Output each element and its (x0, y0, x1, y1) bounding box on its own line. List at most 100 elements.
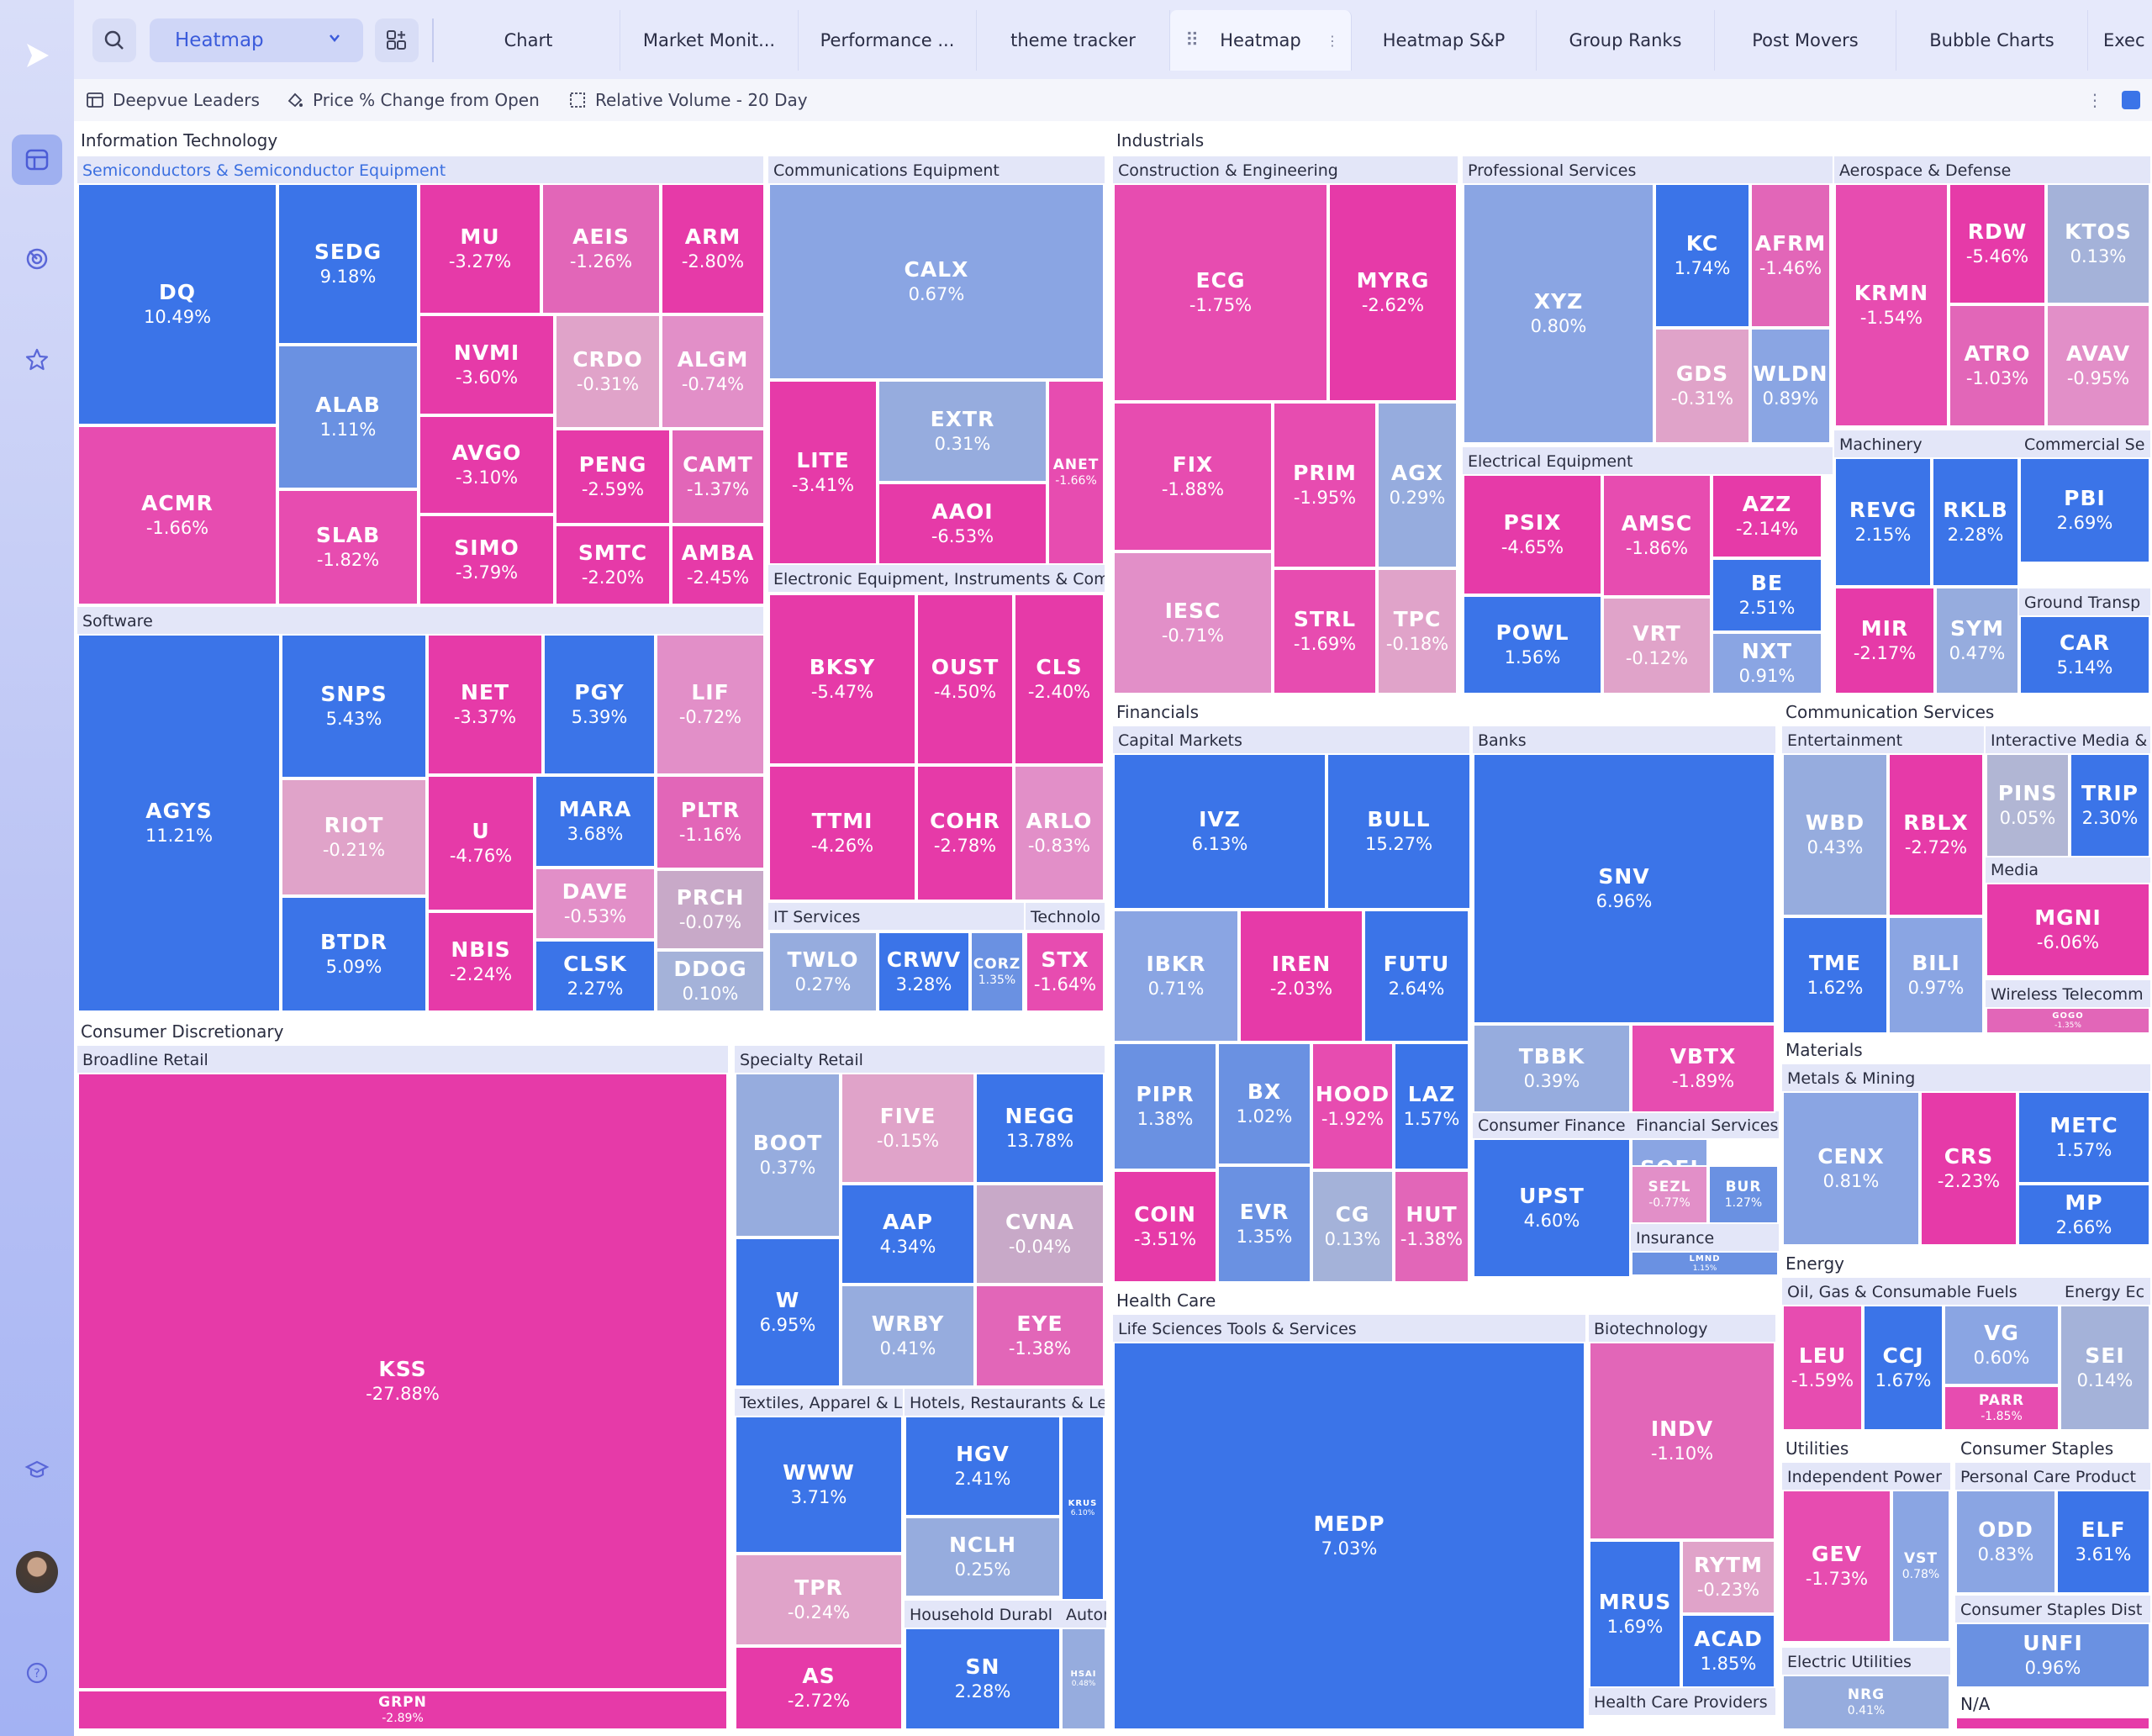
group-header-electrical-equipment[interactable]: Electrical Equipment (1463, 447, 1833, 474)
tile-krmn[interactable]: KRMN -1.54% (1834, 183, 1949, 427)
tile-gogo[interactable]: GOGO -1.35% (1986, 1007, 2150, 1034)
tile-sei[interactable]: SEI 0.14% (2060, 1305, 2150, 1431)
help-icon[interactable]: ? (12, 1648, 62, 1698)
group-header-consumer-finance[interactable]: Consumer Finance (1473, 1111, 1631, 1138)
tile-stx[interactable]: STX -1.64% (1026, 931, 1105, 1012)
tile-oust[interactable]: OUST -4.50% (916, 594, 1014, 765)
tile-extr[interactable]: EXTR 0.31% (878, 380, 1047, 483)
tile-riot[interactable]: RIOT -0.21% (281, 778, 427, 896)
tile-snps[interactable]: SNPS 5.43% (281, 634, 427, 778)
tab-post-movers[interactable]: Post Movers (1715, 10, 1896, 71)
tile-hgv[interactable]: HGV 2.41% (905, 1416, 1061, 1517)
tile-ecg[interactable]: ECG -1.75% (1113, 183, 1328, 402)
tile-w[interactable]: W 6.95% (735, 1237, 841, 1387)
tile-kss[interactable]: KSS -27.88% (77, 1073, 728, 1690)
tab-market-monitor[interactable]: Market Monit... (620, 10, 799, 71)
tile-sn[interactable]: SN 2.28% (905, 1628, 1061, 1730)
tile-tpc[interactable]: TPC -0.18% (1377, 568, 1458, 694)
tile-agys[interactable]: AGYS 11.21% (77, 634, 281, 1012)
tile-parr[interactable]: PARR -1.85% (1944, 1385, 2060, 1431)
tile-avgo[interactable]: AVGO -3.10% (419, 415, 555, 514)
sector-header-industrials[interactable]: Industrials (1111, 126, 2152, 155)
group-header-life-sciences-tools-services[interactable]: Life Sciences Tools & Services (1113, 1315, 1585, 1342)
tile-bksy[interactable]: BKSY -5.47% (768, 594, 916, 765)
tile-twlo[interactable]: TWLO 0.27% (768, 931, 878, 1012)
tile-tpr[interactable]: TPR -0.24% (735, 1554, 903, 1646)
sector-header-utilities[interactable]: Utilities (1780, 1434, 1954, 1463)
tile-prim[interactable]: PRIM -1.95% (1273, 402, 1377, 568)
tile-nvmi[interactable]: NVMI -3.60% (419, 314, 555, 415)
tile-sedg[interactable]: SEDG 9.18% (277, 183, 419, 345)
tile-acad[interactable]: ACAD 1.85% (1681, 1614, 1775, 1688)
layout-icon[interactable] (12, 135, 62, 185)
tile-cvna[interactable]: CVNA -0.04% (975, 1184, 1105, 1285)
more-icon[interactable]: ⋮ (1326, 32, 1339, 49)
tile-pins[interactable]: PINS 0.05% (1986, 753, 2070, 857)
tile-futu[interactable]: FUTU 2.64% (1363, 910, 1469, 1042)
tile-pltr[interactable]: PLTR -1.16% (656, 775, 765, 869)
tile-crs[interactable]: CRS -2.23% (1920, 1091, 2018, 1246)
tile-ktos[interactable]: KTOS 0.13% (2046, 183, 2150, 304)
sector-header-communication-services[interactable]: Communication Services (1780, 698, 2152, 726)
tab-exec[interactable]: Exec (2088, 10, 2152, 71)
tile-aeis[interactable]: AEIS -1.26% (541, 183, 661, 314)
sector-header-energy[interactable]: Energy (1780, 1249, 2152, 1278)
sector-header-financials[interactable]: Financials (1111, 698, 1779, 726)
size-metric-selector[interactable]: Relative Volume - 20 Day (568, 79, 808, 121)
radar-icon[interactable] (12, 234, 62, 284)
tile-peng[interactable]: PENG -2.59% (555, 429, 671, 525)
group-header-electric-utilities[interactable]: Electric Utilities (1782, 1648, 1950, 1675)
tile-boot[interactable]: BOOT 0.37% (735, 1073, 841, 1237)
tile-dave[interactable]: DAVE -0.53% (535, 868, 656, 940)
tile-xyz[interactable]: XYZ 0.80% (1463, 183, 1654, 444)
tile-evr[interactable]: EVR 1.35% (1217, 1165, 1311, 1283)
tile-grpn[interactable]: GRPN -2.89% (77, 1690, 728, 1730)
tile-calx[interactable]: CALX 0.67% (768, 183, 1105, 380)
tab-theme-tracker[interactable]: theme tracker (977, 10, 1170, 71)
view-select[interactable]: Heatmap (150, 18, 363, 62)
tile-sezl[interactable]: SEZL -0.77% (1631, 1165, 1708, 1224)
tab-heatmap[interactable]: ⠿ Heatmap ⋮ (1170, 10, 1352, 71)
tile-indv[interactable]: INDV -1.10% (1589, 1342, 1775, 1540)
sector-header-consumer-staples[interactable]: Consumer Staples (1955, 1434, 2152, 1463)
tile-arm[interactable]: ARM -2.80% (661, 183, 765, 314)
tile-lmnd[interactable]: LMND 1.15% (1631, 1251, 1779, 1276)
tile-avav[interactable]: AVAV -0.95% (2046, 304, 2150, 427)
tile-anet[interactable]: ANET -1.66% (1047, 380, 1105, 565)
tile-medp[interactable]: MEDP 7.03% (1113, 1342, 1585, 1730)
group-header-energy-ec[interactable]: Energy Ec (2060, 1278, 2150, 1305)
group-header-semiconductors-semiconductor-equipment[interactable]: Semiconductors & Semiconductor Equipment (77, 156, 763, 183)
tile-rblx[interactable]: RBLX -2.72% (1888, 753, 1984, 916)
sector-header-materials[interactable]: Materials (1780, 1036, 2152, 1064)
tile-rytm[interactable]: RYTM -0.23% (1681, 1540, 1775, 1614)
tile-pgy[interactable]: PGY 5.39% (543, 634, 656, 775)
tab-group-ranks[interactable]: Group Ranks (1537, 10, 1715, 71)
sector-header-consumer-discretionary[interactable]: Consumer Discretionary (76, 1017, 1110, 1046)
tile-arlo[interactable]: ARLO -0.83% (1014, 765, 1105, 901)
group-header-software[interactable]: Software (77, 607, 763, 634)
tile-laz[interactable]: LAZ 1.57% (1394, 1042, 1469, 1170)
tile-amba[interactable]: AMBA -2.45% (671, 525, 765, 605)
tile-agx[interactable]: AGX 0.29% (1377, 402, 1458, 568)
group-header-financial-services[interactable]: Financial Services (1631, 1111, 1779, 1138)
tile-upst[interactable]: UPST 4.60% (1473, 1138, 1631, 1278)
group-header-wireless-telecomm[interactable]: Wireless Telecomm (1986, 980, 2150, 1007)
tile-mir[interactable]: MIR -2.17% (1834, 587, 1935, 694)
tile-hsai[interactable]: HSAI 0.48% (1061, 1628, 1106, 1730)
tile-kc[interactable]: KC 1.74% (1654, 183, 1750, 328)
settings-toggle[interactable] (2122, 91, 2140, 109)
tab-heatmap-sp[interactable]: Heatmap S&P (1352, 10, 1537, 71)
group-header-hotels-restaurants-le[interactable]: Hotels, Restaurants & Le (905, 1389, 1105, 1416)
tile-cls[interactable]: CLS -2.40% (1014, 594, 1105, 765)
tile-amsc[interactable]: AMSC -1.86% (1602, 474, 1712, 597)
group-header-it-services[interactable]: IT Services (768, 903, 1024, 930)
group-header-biotechnology[interactable]: Biotechnology (1589, 1315, 1775, 1342)
tile-vst[interactable]: VST 0.78% (1891, 1490, 1950, 1643)
search-icon[interactable] (92, 18, 136, 62)
tile-elf[interactable]: ELF 3.61% (2056, 1490, 2150, 1594)
tile-atro[interactable]: ATRO -1.03% (1949, 304, 2046, 427)
tile-bur[interactable]: BUR 1.27% (1708, 1165, 1779, 1224)
tile-azz[interactable]: AZZ -2.14% (1712, 474, 1822, 558)
group-header-interactive-media[interactable]: Interactive Media & (1986, 726, 2150, 753)
tile-ccj[interactable]: CCJ 1.67% (1863, 1305, 1944, 1431)
